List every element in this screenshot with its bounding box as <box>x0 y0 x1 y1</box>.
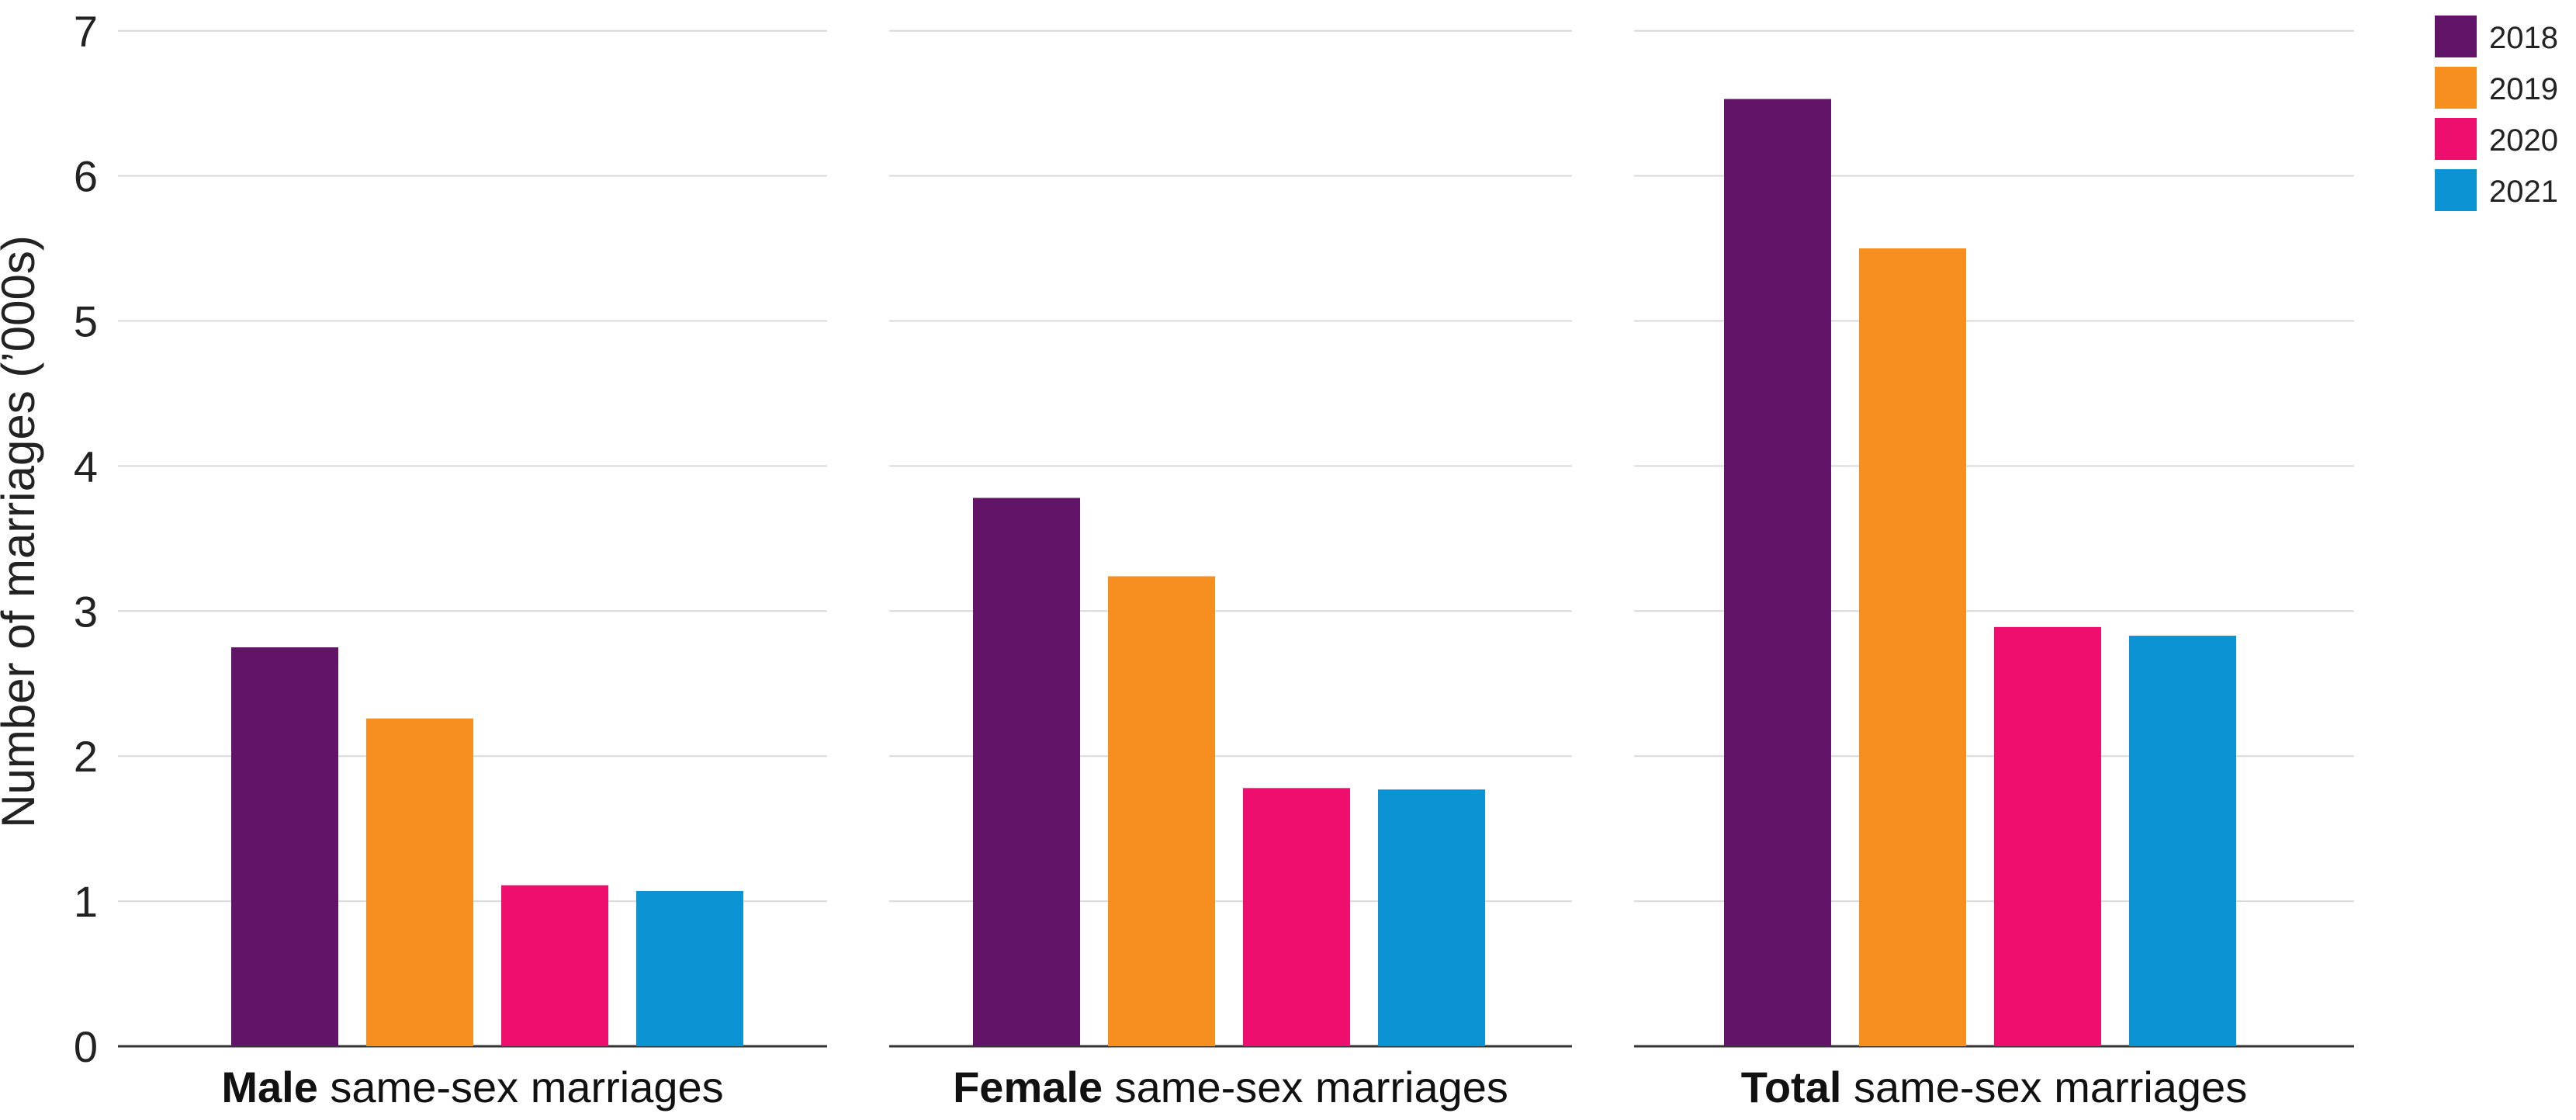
panel-title-rest: same-sex marriages <box>1103 1063 1508 1111</box>
y-tick-label: 5 <box>74 297 98 346</box>
bar-2021 <box>2129 636 2236 1046</box>
y-tick-label: 0 <box>74 1022 98 1071</box>
bar-2018 <box>231 647 338 1046</box>
panel-title: Female same-sex marriages <box>953 1063 1508 1111</box>
legend-swatch <box>2435 16 2477 57</box>
panel-title-bold: Male <box>221 1063 318 1111</box>
y-tick-label: 4 <box>74 442 98 491</box>
legend-label: 2018 <box>2489 21 2558 55</box>
legend-label: 2021 <box>2489 175 2558 209</box>
panel-title-rest: same-sex marriages <box>1841 1063 2247 1111</box>
bar-2021 <box>1378 789 1485 1046</box>
bar-2019 <box>366 718 473 1046</box>
y-tick-label: 3 <box>74 587 98 636</box>
bars <box>231 99 2236 1047</box>
legend-label: 2020 <box>2489 123 2558 158</box>
legend-swatch <box>2435 118 2477 160</box>
bar-2019 <box>1859 248 1966 1046</box>
panel-titles: Male same-sex marriages Female same-sex m… <box>221 1063 2247 1111</box>
legend: 2018 2019 2020 2021 <box>2435 16 2558 211</box>
y-tick-label: 2 <box>74 732 98 781</box>
panel-title-bold: Female <box>953 1063 1103 1111</box>
panel-title: Total same-sex marriages <box>1741 1063 2247 1111</box>
legend-label: 2019 <box>2489 72 2558 106</box>
bar-2019 <box>1108 576 1215 1046</box>
legend-swatch <box>2435 169 2477 211</box>
y-tick-label: 1 <box>74 877 98 926</box>
panel-title-bold: Total <box>1741 1063 1842 1111</box>
y-tick-label: 7 <box>74 7 98 56</box>
bar-2020 <box>1994 626 2101 1046</box>
bar-2021 <box>636 891 743 1046</box>
y-axis-label: Number of marriages (’000s) <box>0 235 44 828</box>
panel-title: Male same-sex marriages <box>221 1063 723 1111</box>
bar-2018 <box>1724 99 1831 1047</box>
bar-2020 <box>501 885 608 1046</box>
y-tick-label: 6 <box>74 152 98 201</box>
bar-2020 <box>1243 788 1350 1046</box>
bar-2018 <box>973 498 1080 1046</box>
y-axis-ticks: 0 1 2 3 4 5 6 7 <box>74 7 98 1071</box>
legend-swatch <box>2435 67 2477 109</box>
panel-title-rest: same-sex marriages <box>318 1063 724 1111</box>
